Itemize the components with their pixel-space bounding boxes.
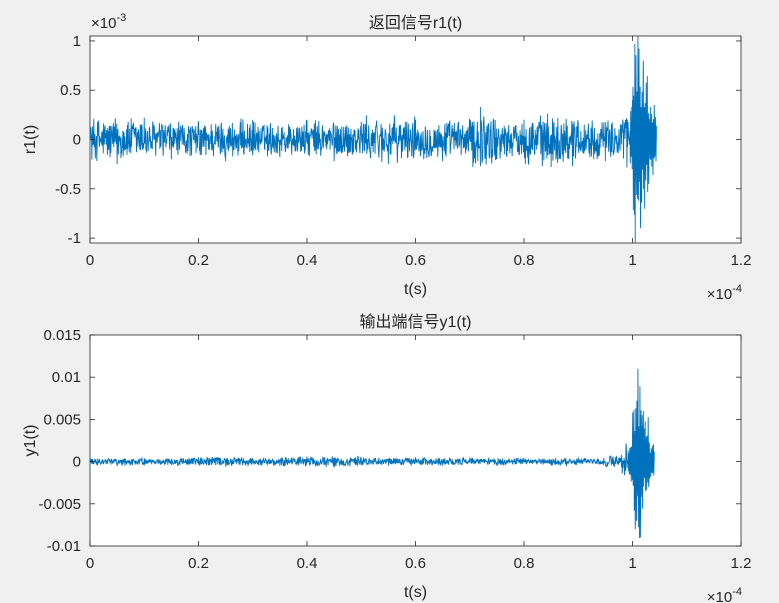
x-tick-label: 0.4	[297, 252, 318, 269]
x-tick-label: 0.4	[297, 555, 318, 572]
series-line-2	[89, 368, 655, 539]
chart-1: 0 0.2 0.4 0.6 0.8 1 1.2 1 0.5 0 -0.5 -1 返回信号r1(t) t(s…	[22, 12, 751, 303]
y-tick-label: 0.5	[60, 82, 81, 99]
y-axis-label: r1(t)	[22, 125, 39, 154]
y-tick-label: -0.005	[38, 496, 81, 513]
y-axis-label: y1(t)	[22, 425, 39, 457]
x-tick-label: 0.2	[188, 555, 209, 572]
y-tick-label: -1	[68, 230, 81, 247]
y-tick-label: 0	[73, 454, 81, 471]
y-tick-label: -0.5	[55, 181, 81, 198]
x-tick-label: 0.8	[514, 555, 535, 572]
x-tick-label: 1	[628, 555, 636, 572]
y-exponent-label: ×10-3	[91, 12, 126, 32]
x-tick-label: 0.6	[405, 252, 426, 269]
y-tick-label: 0.01	[52, 369, 81, 386]
x-tick-label: 1.2	[731, 252, 752, 269]
series-line-1	[89, 35, 657, 244]
chart-title: 输出端信号y1(t)	[359, 313, 471, 331]
chart-title: 返回信号r1(t)	[369, 14, 462, 32]
x-tick-label: 1	[628, 252, 636, 269]
x-exponent-label: ×10-4	[707, 283, 742, 303]
x-tick-label: 0	[86, 252, 94, 269]
y-tick-label: 0.005	[43, 411, 81, 428]
x-axis-label: t(s)	[404, 281, 427, 298]
chart-2: 0 0.2 0.4 0.6 0.8 1 1.2 0.015 0.01 0.005 0 -0.005 -0…	[22, 313, 751, 603]
y-tick-label: -0.01	[47, 538, 81, 555]
x-exponent-label: ×10-4	[707, 586, 742, 603]
x-tick-label: 0.6	[405, 555, 426, 572]
x-tick-label: 1.2	[731, 555, 752, 572]
x-tick-label: 0.8	[514, 252, 535, 269]
x-tick-label: 0.2	[188, 252, 209, 269]
y-tick-label: 1	[73, 33, 81, 50]
x-axis-label: t(s)	[404, 584, 427, 601]
y-tick-label: 0.015	[43, 327, 81, 344]
y-tick-label: 0	[73, 132, 81, 149]
x-tick-label: 0	[86, 555, 94, 572]
